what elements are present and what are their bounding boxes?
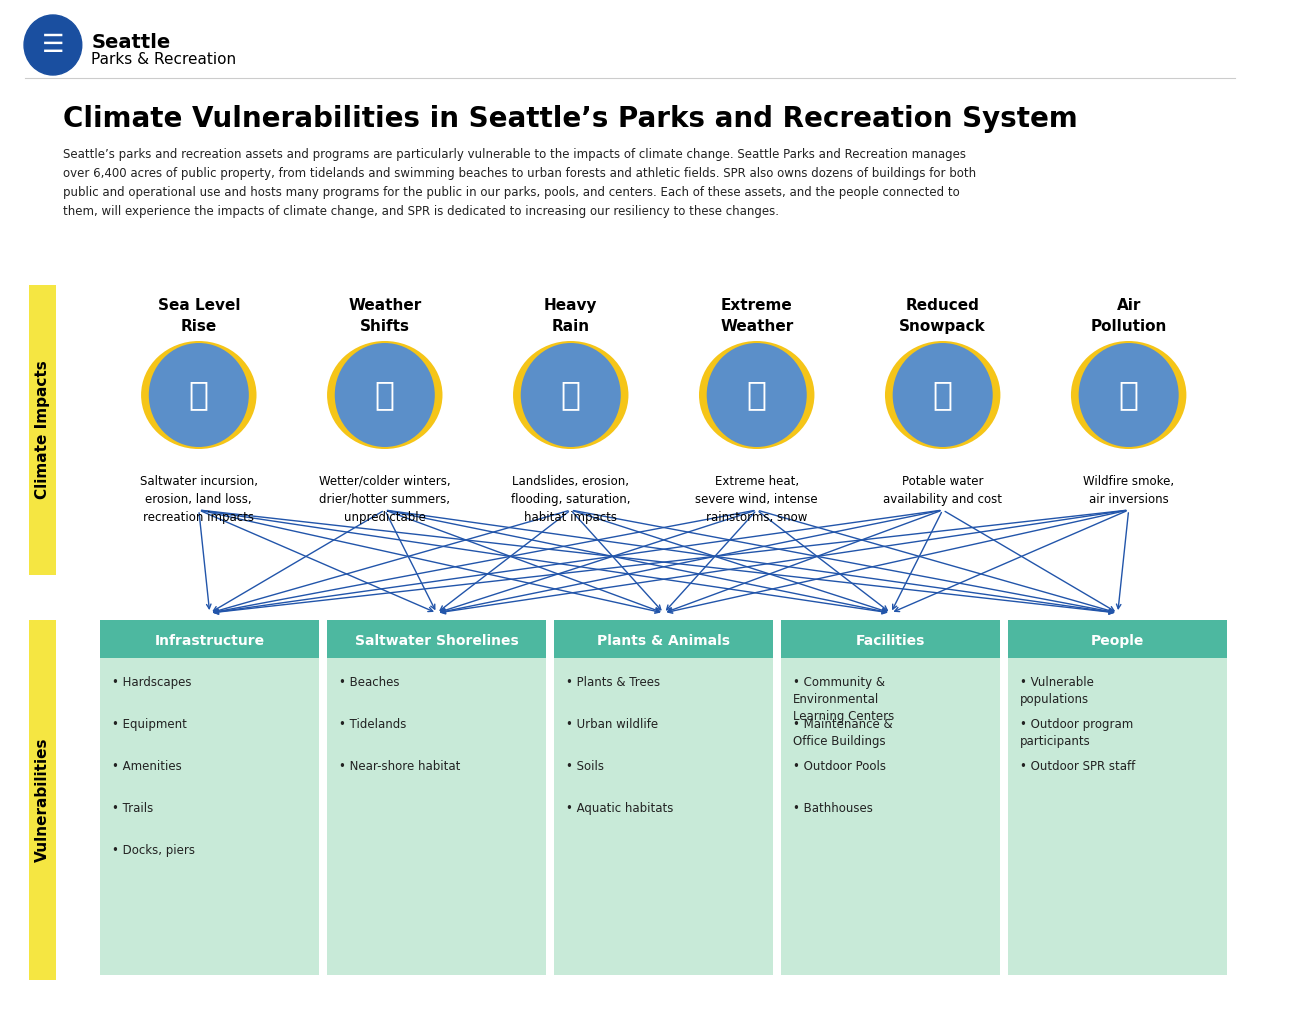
Text: • Equipment: • Equipment [111, 718, 186, 731]
Text: Potable water
availability and cost: Potable water availability and cost [883, 475, 1002, 506]
Text: People: People [1091, 634, 1145, 648]
Text: • Docks, piers: • Docks, piers [111, 844, 195, 857]
FancyBboxPatch shape [781, 658, 1001, 975]
Text: Wildfire smoke,
air inversions: Wildfire smoke, air inversions [1083, 475, 1174, 506]
FancyBboxPatch shape [328, 658, 546, 975]
Text: • Trails: • Trails [111, 802, 153, 815]
Text: ☰: ☰ [42, 33, 64, 57]
Text: Climate Impacts: Climate Impacts [35, 361, 50, 499]
Ellipse shape [706, 343, 807, 447]
Text: 🏔: 🏔 [933, 378, 952, 411]
Text: Sea Level
Rise: Sea Level Rise [157, 298, 240, 334]
Text: • Outdoor Pools: • Outdoor Pools [793, 760, 886, 773]
FancyBboxPatch shape [554, 620, 773, 658]
Ellipse shape [141, 341, 257, 449]
FancyBboxPatch shape [29, 620, 56, 980]
Text: Extreme
Weather: Extreme Weather [721, 298, 794, 334]
Ellipse shape [700, 341, 815, 449]
Text: Landslides, erosion,
flooding, saturation,
habitat impacts: Landslides, erosion, flooding, saturatio… [511, 475, 630, 524]
Text: • Community &
Environmental
Learning Centers: • Community & Environmental Learning Cen… [793, 676, 893, 723]
Text: 🌧: 🌧 [561, 378, 580, 411]
Text: Parks & Recreation: Parks & Recreation [92, 52, 237, 67]
Ellipse shape [149, 343, 249, 447]
Ellipse shape [514, 341, 629, 449]
Text: • Outdoor program
participants: • Outdoor program participants [1019, 718, 1133, 748]
Circle shape [24, 15, 81, 75]
Text: • Beaches: • Beaches [338, 676, 400, 690]
Text: Saltwater incursion,
erosion, land loss,
recreation impacts: Saltwater incursion, erosion, land loss,… [140, 475, 258, 524]
Text: • Near-shore habitat: • Near-shore habitat [338, 760, 460, 773]
FancyBboxPatch shape [29, 285, 56, 575]
Text: Weather
Shifts: Weather Shifts [348, 298, 422, 334]
Ellipse shape [520, 343, 621, 447]
Text: Seattle: Seattle [92, 33, 170, 52]
Text: Climate Vulnerabilities in Seattle’s Parks and Recreation System: Climate Vulnerabilities in Seattle’s Par… [63, 105, 1077, 133]
Text: 💨: 💨 [1119, 378, 1138, 411]
Ellipse shape [335, 343, 435, 447]
Text: • Soils: • Soils [566, 760, 604, 773]
Text: Facilities: Facilities [855, 634, 925, 648]
FancyBboxPatch shape [100, 620, 320, 658]
Text: Air
Pollution: Air Pollution [1090, 298, 1167, 334]
Text: Infrastructure: Infrastructure [155, 634, 265, 648]
Text: • Amenities: • Amenities [111, 760, 181, 773]
Text: • Tidelands: • Tidelands [338, 718, 406, 731]
Text: • Urban wildlife: • Urban wildlife [566, 718, 658, 731]
Text: Reduced
Snowpack: Reduced Snowpack [899, 298, 986, 334]
Text: Plants & Animals: Plants & Animals [597, 634, 730, 648]
FancyBboxPatch shape [100, 658, 320, 975]
Ellipse shape [328, 341, 443, 449]
Text: Wetter/colder winters,
drier/hotter summers,
unpredictable: Wetter/colder winters, drier/hotter summ… [318, 475, 451, 524]
Ellipse shape [1078, 343, 1179, 447]
Text: • Vulnerable
populations: • Vulnerable populations [1019, 676, 1094, 706]
FancyBboxPatch shape [781, 620, 1001, 658]
FancyBboxPatch shape [1009, 658, 1227, 975]
Text: Saltwater Shorelines: Saltwater Shorelines [355, 634, 519, 648]
Text: • Aquatic habitats: • Aquatic habitats [566, 802, 673, 815]
Text: • Bathhouses: • Bathhouses [793, 802, 872, 815]
Text: ⛈: ⛈ [747, 378, 766, 411]
Text: • Maintenance &
Office Buildings: • Maintenance & Office Buildings [793, 718, 892, 748]
Text: Seattle’s parks and recreation assets and programs are particularly vulnerable t: Seattle’s parks and recreation assets an… [63, 148, 976, 218]
Text: Vulnerabilities: Vulnerabilities [35, 738, 50, 862]
Ellipse shape [886, 341, 1001, 449]
Text: Heavy
Rain: Heavy Rain [544, 298, 597, 334]
Text: • Outdoor SPR staff: • Outdoor SPR staff [1019, 760, 1134, 773]
Ellipse shape [892, 343, 993, 447]
Text: • Hardscapes: • Hardscapes [111, 676, 191, 690]
FancyBboxPatch shape [554, 658, 773, 975]
FancyBboxPatch shape [1009, 620, 1227, 658]
Text: • Plants & Trees: • Plants & Trees [566, 676, 660, 690]
Text: Extreme heat,
severe wind, intense
rainstorms, snow: Extreme heat, severe wind, intense rains… [696, 475, 817, 524]
Text: 🌡️: 🌡️ [375, 378, 394, 411]
Ellipse shape [1072, 341, 1187, 449]
FancyBboxPatch shape [328, 620, 546, 658]
Text: 🏠: 🏠 [189, 378, 208, 411]
